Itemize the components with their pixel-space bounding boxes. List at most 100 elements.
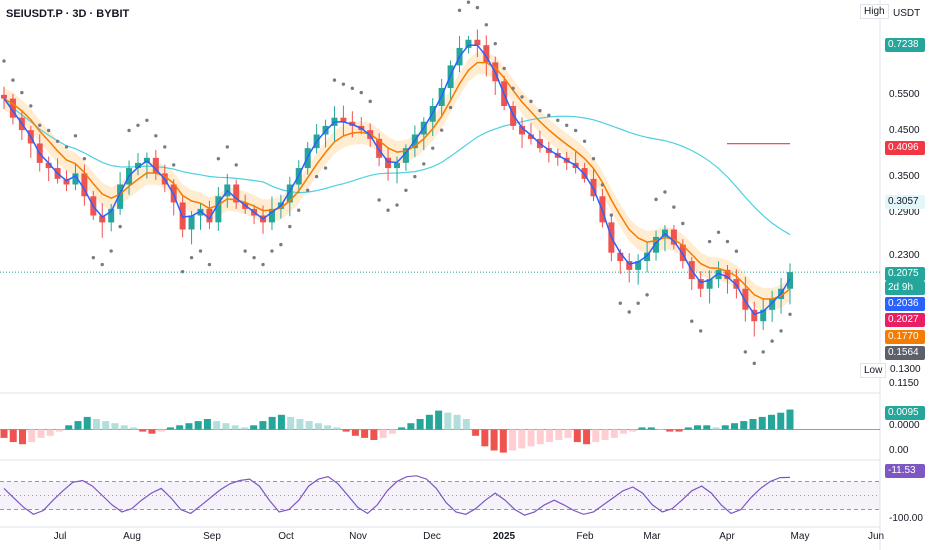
macd-bar <box>74 421 82 430</box>
fast-ma-tag: 0.2036 <box>885 297 925 311</box>
macd-bar <box>768 414 776 430</box>
macd-bar <box>240 427 248 430</box>
macd-bar <box>268 416 276 430</box>
candle-body <box>706 279 713 289</box>
sar-dot <box>645 293 649 297</box>
sar-dot <box>672 205 676 209</box>
candle-body <box>215 196 222 223</box>
sar-dot <box>725 239 730 244</box>
candle-body <box>81 173 88 197</box>
candle-body <box>376 138 383 158</box>
price-tick: 0.2900 <box>889 207 920 218</box>
sar-dot <box>11 78 15 82</box>
sar-dot <box>243 249 247 253</box>
sar-dot <box>716 230 721 234</box>
osc-value-tag: -11.53 <box>885 464 925 478</box>
sar-dot <box>109 249 113 253</box>
low-marker: Low <box>860 363 887 378</box>
candle-body <box>617 252 624 262</box>
macd-bar <box>777 412 785 430</box>
sar-dot <box>761 350 765 354</box>
osc-line <box>3 475 791 516</box>
macd-bar <box>758 416 766 430</box>
macd-bar <box>453 414 461 430</box>
macd-bar <box>536 429 544 445</box>
sar-dot <box>448 105 453 110</box>
sar-dot <box>64 145 69 149</box>
macd-bar <box>287 416 295 430</box>
sar-dot <box>252 255 256 260</box>
macd-bar <box>601 429 609 440</box>
macd-bar <box>185 423 193 430</box>
candle-body <box>465 39 472 48</box>
sar-dot <box>395 203 399 207</box>
macd-bar <box>139 429 147 432</box>
sar-dot <box>100 262 104 267</box>
sar-dot <box>127 128 131 133</box>
macd-bar <box>203 419 211 430</box>
macd-bar <box>361 429 369 438</box>
currency-label: USDT <box>893 8 921 19</box>
macd-bar <box>435 410 443 430</box>
sar-dot <box>520 95 524 99</box>
sar-dot <box>38 123 42 128</box>
macd-bar <box>721 425 729 430</box>
macd-bar <box>259 421 267 430</box>
macd-bar <box>120 425 128 430</box>
sar-dot <box>502 66 506 71</box>
macd-bar <box>46 429 54 436</box>
sar-dot <box>618 301 622 305</box>
macd-bar <box>509 429 517 451</box>
macd-bar <box>351 429 359 436</box>
sar-dot <box>707 239 712 244</box>
last-price-tag: 0.2075 <box>885 267 925 281</box>
countdown-tag: 2d 9h <box>885 281 925 295</box>
osc-bottom-label: -100.00 <box>889 513 923 524</box>
sar-dot <box>225 145 229 149</box>
macd-bar <box>638 427 646 430</box>
candle-body <box>197 208 204 216</box>
macd-bar <box>176 425 184 430</box>
sar-dot <box>573 128 578 133</box>
sar-dot <box>547 113 551 118</box>
sar-dot <box>690 319 694 323</box>
price-tick: 0.2300 <box>889 250 920 261</box>
candle-body <box>653 236 660 253</box>
price-tick: 0.5500 <box>889 89 920 100</box>
candle-body <box>626 261 633 270</box>
symbol-title[interactable]: SEIUSDT.P · 3D · BYBIT <box>6 8 130 20</box>
macd-bar <box>499 429 507 453</box>
macd-bar <box>546 429 554 443</box>
sar-dot <box>591 157 596 161</box>
macd-bar <box>703 425 711 430</box>
macd-bar <box>194 421 202 430</box>
macd-bar <box>333 427 341 430</box>
sar-dot <box>288 224 292 229</box>
price-tick: 0.3500 <box>889 171 920 182</box>
candle-body <box>751 309 758 322</box>
candle-body <box>286 184 293 203</box>
sar-dot <box>359 90 363 95</box>
candle-body <box>724 269 731 280</box>
high-value-tag: 0.7238 <box>885 38 925 52</box>
sar-dot <box>154 134 158 138</box>
sar-dot <box>582 139 587 143</box>
sar-dot <box>538 108 542 113</box>
candle-body <box>742 288 749 310</box>
sar-dot <box>20 90 24 95</box>
sar-dot <box>46 128 51 133</box>
candle-body <box>644 252 651 262</box>
macd-bar <box>620 429 628 434</box>
sar-dot <box>565 123 569 128</box>
macd-bar <box>324 425 332 430</box>
macd-bar <box>305 421 313 430</box>
macd-bar <box>296 419 304 430</box>
sar-dot <box>29 104 33 108</box>
sar-dot <box>734 249 739 253</box>
candle-body <box>385 157 392 169</box>
sar-dot <box>323 166 328 170</box>
time-label: Dec <box>423 531 441 542</box>
candle-body <box>527 134 534 139</box>
sar-dot <box>82 157 87 161</box>
